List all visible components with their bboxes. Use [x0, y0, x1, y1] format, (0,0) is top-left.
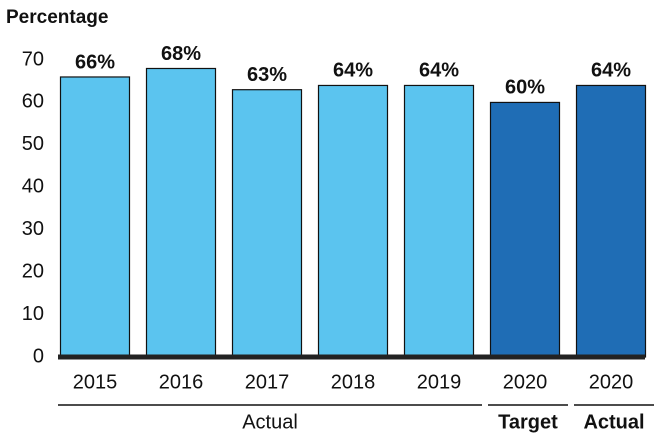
value-label: 64% [591, 60, 631, 82]
bar [59, 76, 131, 358]
group-label: Target [498, 411, 558, 433]
value-label: 64% [419, 60, 459, 82]
y-tick-label: 20 [22, 260, 44, 282]
group-label: Actual [242, 411, 298, 433]
x-tick-label: 2019 [417, 371, 462, 393]
bar [575, 84, 647, 358]
x-tick-label: 2017 [245, 371, 290, 393]
x-tick-label: 2016 [159, 371, 204, 393]
x-tick-label: 2020 [589, 371, 634, 393]
bar [489, 101, 561, 358]
x-tick-label: 2015 [73, 371, 118, 393]
value-label: 63% [247, 64, 287, 86]
value-label: 68% [161, 43, 201, 65]
x-tick-label: 2020 [503, 371, 548, 393]
value-label: 64% [333, 60, 373, 82]
y-tick-label: 30 [22, 218, 44, 240]
bar [231, 89, 303, 358]
bar [403, 84, 475, 358]
bar [317, 84, 389, 358]
y-tick-label: 50 [22, 133, 44, 155]
value-label: 60% [505, 77, 545, 99]
y-tick-label: 40 [22, 176, 44, 198]
y-tick-label: 0 [33, 345, 44, 367]
y-tick-label: 60 [22, 91, 44, 113]
y-axis-label: Percentage [6, 7, 108, 28]
y-tick-label: 70 [22, 48, 44, 70]
y-tick-label: 10 [22, 303, 44, 325]
x-tick-label: 2018 [331, 371, 376, 393]
value-label: 66% [75, 51, 115, 73]
group-label: Actual [583, 411, 644, 433]
bar [145, 67, 217, 358]
